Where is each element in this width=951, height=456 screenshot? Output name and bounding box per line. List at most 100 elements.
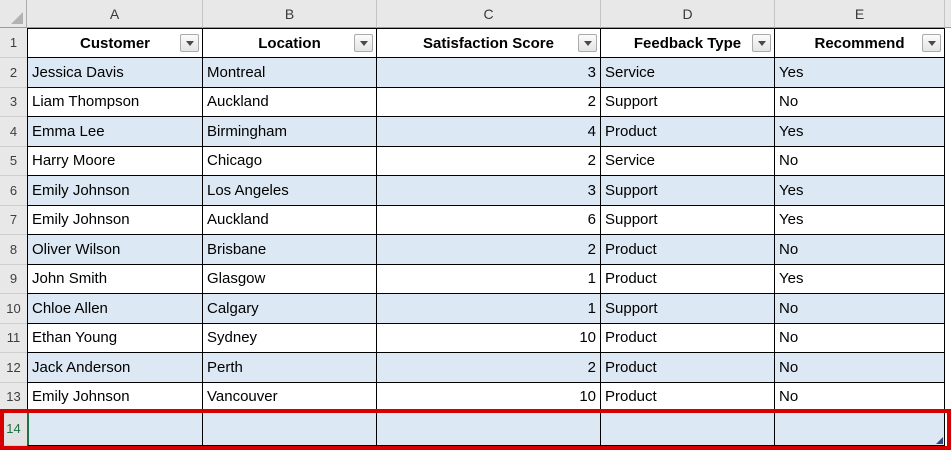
- row-header-5[interactable]: 5: [0, 146, 27, 176]
- cell-a2[interactable]: Jessica Davis: [27, 58, 203, 88]
- cell-b9[interactable]: Glasgow: [203, 264, 377, 294]
- cell-c10[interactable]: 1: [377, 294, 601, 324]
- cell-a10[interactable]: Chloe Allen: [27, 294, 203, 324]
- cell-a4[interactable]: Emma Lee: [27, 117, 203, 147]
- cell-d14[interactable]: [601, 412, 775, 446]
- cell-e7[interactable]: Yes: [775, 205, 945, 235]
- cell-d9[interactable]: Product: [601, 264, 775, 294]
- cell-c8[interactable]: 2: [377, 235, 601, 265]
- cell-e6[interactable]: Yes: [775, 176, 945, 206]
- row-header-3[interactable]: 3: [0, 87, 27, 117]
- cell-a13[interactable]: Emily Johnson: [27, 382, 203, 412]
- cell-d3[interactable]: Support: [601, 87, 775, 117]
- cell-c12[interactable]: 2: [377, 353, 601, 383]
- select-all-corner[interactable]: [0, 0, 27, 28]
- cell-b6[interactable]: Los Angeles: [203, 176, 377, 206]
- header-cell-a1[interactable]: Customer: [27, 28, 203, 58]
- cell-a12[interactable]: Jack Anderson: [27, 353, 203, 383]
- header-cell-c1[interactable]: Satisfaction Score: [377, 28, 601, 58]
- cell-c5[interactable]: 2: [377, 146, 601, 176]
- cell-b3[interactable]: Auckland: [203, 87, 377, 117]
- header-cell-b1[interactable]: Location: [203, 28, 377, 58]
- table-row: 7 Emily Johnson Auckland 6 Support Yes: [0, 205, 951, 235]
- row-header-12[interactable]: 12: [0, 353, 27, 383]
- row-header-11[interactable]: 11: [0, 323, 27, 353]
- cell-d5[interactable]: Service: [601, 146, 775, 176]
- cell-b12[interactable]: Perth: [203, 353, 377, 383]
- filter-button-b[interactable]: [354, 34, 373, 52]
- cell-b2[interactable]: Montreal: [203, 58, 377, 88]
- filter-dropdown-icon: [757, 40, 766, 46]
- row-header-7[interactable]: 7: [0, 205, 27, 235]
- cell-d2[interactable]: Service: [601, 58, 775, 88]
- cell-e5[interactable]: No: [775, 146, 945, 176]
- filter-button-e[interactable]: [922, 34, 941, 52]
- column-header-b[interactable]: B: [203, 0, 377, 28]
- cell-b13[interactable]: Vancouver: [203, 382, 377, 412]
- header-cell-d1[interactable]: Feedback Type: [601, 28, 775, 58]
- cell-e8[interactable]: No: [775, 235, 945, 265]
- cell-b10[interactable]: Calgary: [203, 294, 377, 324]
- cell-d13[interactable]: Product: [601, 382, 775, 412]
- column-header-c[interactable]: C: [377, 0, 601, 28]
- cell-e2[interactable]: Yes: [775, 58, 945, 88]
- cell-c7[interactable]: 6: [377, 205, 601, 235]
- cell-e11[interactable]: No: [775, 323, 945, 353]
- cell-e12[interactable]: No: [775, 353, 945, 383]
- row-header-13[interactable]: 13: [0, 382, 27, 412]
- cell-e9[interactable]: Yes: [775, 264, 945, 294]
- cell-a8[interactable]: Oliver Wilson: [27, 235, 203, 265]
- cell-b4[interactable]: Birmingham: [203, 117, 377, 147]
- table-resize-handle[interactable]: [936, 437, 943, 444]
- cell-e4[interactable]: Yes: [775, 117, 945, 147]
- row-header-2[interactable]: 2: [0, 58, 27, 88]
- cell-a7[interactable]: Emily Johnson: [27, 205, 203, 235]
- cell-c2[interactable]: 3: [377, 58, 601, 88]
- cell-c6[interactable]: 3: [377, 176, 601, 206]
- cell-d11[interactable]: Product: [601, 323, 775, 353]
- row-header-8[interactable]: 8: [0, 235, 27, 265]
- cell-b7[interactable]: Auckland: [203, 205, 377, 235]
- cell-e13[interactable]: No: [775, 382, 945, 412]
- cell-a6[interactable]: Emily Johnson: [27, 176, 203, 206]
- cell-d10[interactable]: Support: [601, 294, 775, 324]
- cell-b11[interactable]: Sydney: [203, 323, 377, 353]
- column-header-a[interactable]: A: [27, 0, 203, 28]
- cell-e14[interactable]: [775, 412, 945, 446]
- filter-button-d[interactable]: [752, 34, 771, 52]
- cell-b14[interactable]: [203, 412, 377, 446]
- row-header-1[interactable]: 1: [0, 28, 27, 58]
- cell-e10[interactable]: No: [775, 294, 945, 324]
- cell-a11[interactable]: Ethan Young: [27, 323, 203, 353]
- cell-a3[interactable]: Liam Thompson: [27, 87, 203, 117]
- cell-d12[interactable]: Product: [601, 353, 775, 383]
- row-header-4[interactable]: 4: [0, 117, 27, 147]
- cell-d7[interactable]: Support: [601, 205, 775, 235]
- row-header-9[interactable]: 9: [0, 264, 27, 294]
- cell-d6[interactable]: Support: [601, 176, 775, 206]
- cell-c4[interactable]: 4: [377, 117, 601, 147]
- header-cell-e1[interactable]: Recommend: [775, 28, 945, 58]
- cell-a9[interactable]: John Smith: [27, 264, 203, 294]
- cell-c9[interactable]: 1: [377, 264, 601, 294]
- cell-c3[interactable]: 2: [377, 87, 601, 117]
- cell-c14[interactable]: [377, 412, 601, 446]
- row-header-6[interactable]: 6: [0, 176, 27, 206]
- filter-button-a[interactable]: [180, 34, 199, 52]
- cell-c11[interactable]: 10: [377, 323, 601, 353]
- cell-b8[interactable]: Brisbane: [203, 235, 377, 265]
- cell-d8[interactable]: Product: [601, 235, 775, 265]
- filter-button-c[interactable]: [578, 34, 597, 52]
- column-header-d[interactable]: D: [601, 0, 775, 28]
- row-header-10[interactable]: 10: [0, 294, 27, 324]
- header-label: Recommend: [814, 34, 905, 52]
- cell-a5[interactable]: Harry Moore: [27, 146, 203, 176]
- cell-b5[interactable]: Chicago: [203, 146, 377, 176]
- cell-e3[interactable]: No: [775, 87, 945, 117]
- row-header-14[interactable]: 14: [0, 412, 27, 446]
- cell-c13[interactable]: 10: [377, 382, 601, 412]
- column-header-e[interactable]: E: [775, 0, 945, 28]
- cell-d4[interactable]: Product: [601, 117, 775, 147]
- cell-a14[interactable]: [27, 412, 203, 446]
